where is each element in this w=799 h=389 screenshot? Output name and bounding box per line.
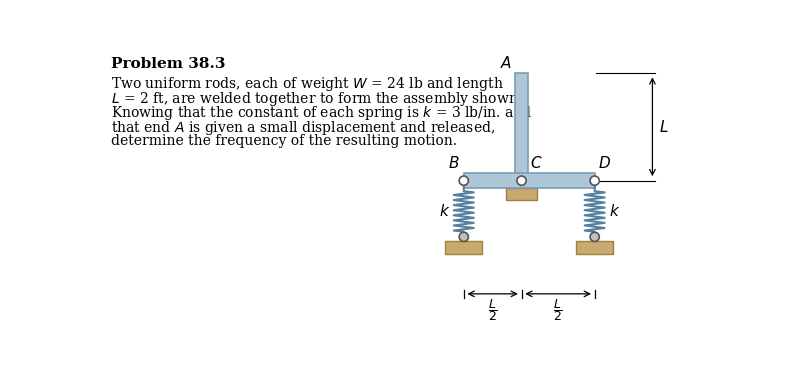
Text: $L$: $L$ bbox=[658, 119, 668, 135]
Text: $C$: $C$ bbox=[530, 156, 543, 172]
Circle shape bbox=[590, 232, 599, 242]
Circle shape bbox=[590, 176, 599, 185]
Bar bbox=[515, 73, 527, 180]
Text: $\dfrac{L}{2}$: $\dfrac{L}{2}$ bbox=[487, 297, 498, 323]
Circle shape bbox=[517, 176, 527, 185]
Bar bbox=[506, 188, 537, 200]
Text: $L$ = 2 ft, are welded together to form the assembly shown.: $L$ = 2 ft, are welded together to form … bbox=[111, 90, 522, 108]
Text: $B$: $B$ bbox=[447, 156, 459, 172]
Bar bbox=[576, 242, 613, 254]
Text: that end $A$ is given a small displacement and released,: that end $A$ is given a small displaceme… bbox=[111, 119, 495, 137]
Circle shape bbox=[459, 176, 468, 185]
Text: $D$: $D$ bbox=[598, 156, 610, 172]
Text: $k$: $k$ bbox=[609, 203, 620, 219]
Text: Two uniform rods, each of weight $W$ = 24 lb and length: Two uniform rods, each of weight $W$ = 2… bbox=[111, 75, 503, 93]
Bar bbox=[445, 242, 483, 254]
Bar bbox=[463, 173, 594, 188]
Text: $A$: $A$ bbox=[500, 55, 512, 71]
Text: determine the frequency of the resulting motion.: determine the frequency of the resulting… bbox=[111, 134, 457, 148]
Circle shape bbox=[459, 232, 468, 242]
Text: $k$: $k$ bbox=[439, 203, 450, 219]
Text: $\dfrac{L}{2}$: $\dfrac{L}{2}$ bbox=[553, 297, 563, 323]
Text: Problem 38.3: Problem 38.3 bbox=[111, 58, 225, 72]
Text: Knowing that the constant of each spring is $k$ = 3 lb/in. and: Knowing that the constant of each spring… bbox=[111, 104, 533, 123]
